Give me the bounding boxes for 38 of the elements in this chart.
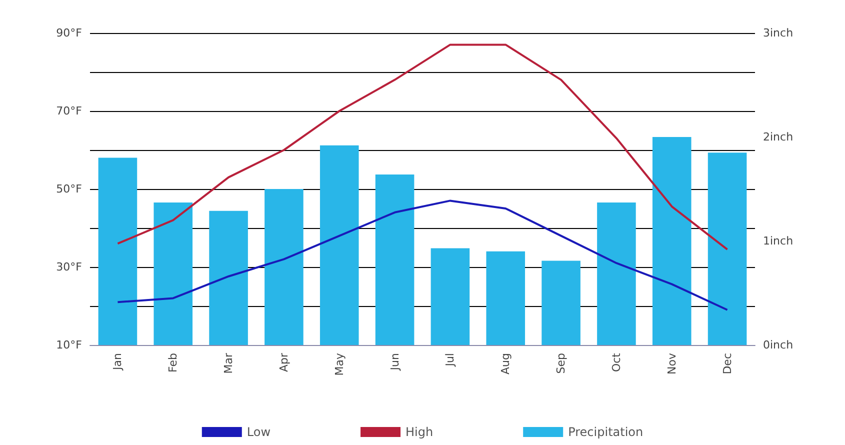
- bar: [98, 158, 138, 345]
- bar: [209, 210, 248, 345]
- bar: [430, 248, 470, 345]
- y2-tick-label: 2inch: [763, 130, 794, 144]
- line-series: [116, 200, 728, 311]
- x-tick-label: Jul: [444, 353, 457, 368]
- line-series: [116, 44, 728, 250]
- bar: [375, 174, 414, 345]
- y-tick-label: 10°F: [56, 338, 82, 352]
- bar: [264, 189, 304, 345]
- bar: [154, 202, 193, 345]
- x-tick-label: Sep: [554, 352, 568, 374]
- legend-label: High: [406, 425, 434, 439]
- x-tick-label: Dec: [720, 353, 734, 374]
- x-tick-label: Feb: [166, 352, 180, 372]
- x-tick-label: Jan: [111, 352, 124, 371]
- x-tick-label: Oct: [610, 352, 623, 372]
- x-tick-label: Jun: [388, 352, 402, 372]
- bar: [708, 152, 747, 345]
- bar: [542, 260, 580, 345]
- x-tick-label: Apr: [277, 352, 290, 372]
- legend-label: Precipitation: [568, 425, 644, 439]
- y2-tick-label: 1inch: [763, 234, 794, 248]
- y-tick-label: 30°F: [56, 260, 82, 274]
- y-tick-label: 70°F: [56, 104, 82, 118]
- y-tick-label: 90°F: [56, 26, 82, 40]
- x-tick-label: Aug: [499, 353, 512, 374]
- y2-tick-label: 0inch: [763, 338, 794, 352]
- x-tick-label: May: [332, 352, 346, 376]
- legend-label: Low: [246, 425, 271, 439]
- bar: [486, 251, 526, 345]
- bar: [652, 137, 692, 345]
- x-tick-label: Mar: [222, 352, 236, 374]
- bar: [320, 145, 359, 345]
- x-tick-label: Nov: [665, 352, 678, 374]
- y-tick-label: 50°F: [56, 182, 82, 196]
- bar: [597, 202, 636, 345]
- y2-tick-label: 3inch: [763, 26, 794, 40]
